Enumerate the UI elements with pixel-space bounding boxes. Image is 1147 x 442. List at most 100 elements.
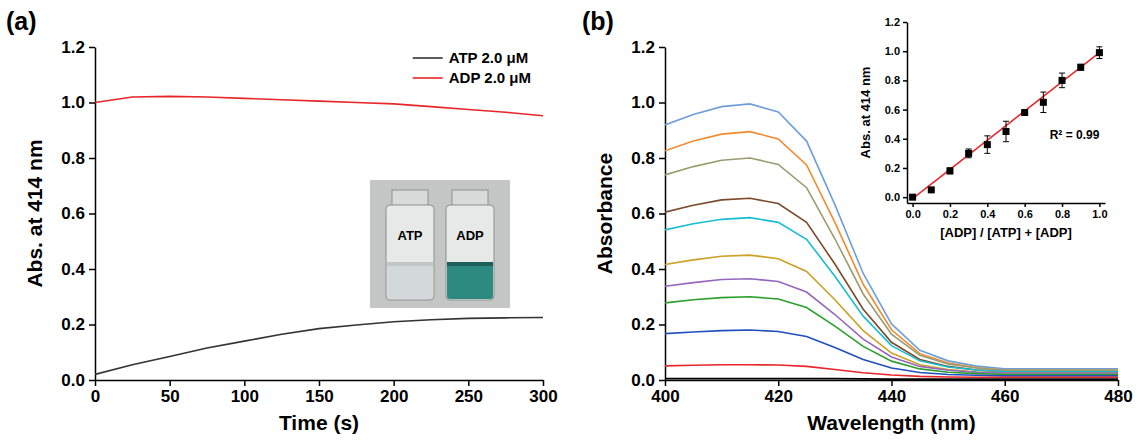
data-point xyxy=(1077,64,1084,71)
plot-marks xyxy=(95,96,543,374)
x-tick-mark xyxy=(1118,380,1120,386)
x-tick-mark xyxy=(912,203,914,207)
x-tick-mark xyxy=(1005,380,1007,386)
error-bar xyxy=(1003,121,1009,141)
y-axis-line xyxy=(907,23,909,204)
plot-marks xyxy=(665,104,1118,379)
y-tick-label: 0.8 xyxy=(885,74,900,86)
legend: ATP 2.0 μM ADP 2.0 μM xyxy=(413,49,531,86)
error-bar xyxy=(1096,47,1102,59)
x-tick-mark xyxy=(468,380,470,386)
error-bar-cap xyxy=(1096,58,1102,59)
x-tick-mark xyxy=(987,203,989,207)
x-tick: 0 xyxy=(91,380,100,406)
y-tick-mark xyxy=(89,269,95,271)
x-tick-label: 50 xyxy=(161,387,180,406)
y-tick-mark xyxy=(659,213,665,215)
x-tick-label: 150 xyxy=(305,387,333,406)
data-point xyxy=(1096,49,1103,56)
x-tick: 420 xyxy=(765,380,793,406)
y-tick-label: 1.2 xyxy=(631,38,655,57)
x-tick-label: 420 xyxy=(765,387,793,406)
x-tick-mark xyxy=(950,203,952,207)
figure: 0501001502002503000.00.20.40.60.81.01.2T… xyxy=(0,0,1147,442)
x-tick-label: 100 xyxy=(231,387,259,406)
y-tick-label: 0.2 xyxy=(631,315,655,334)
y-tick: 0.0 xyxy=(885,191,907,203)
x-tick: 440 xyxy=(878,380,906,406)
legend-label: ATP 2.0 μM xyxy=(449,49,528,66)
y-tick-mark xyxy=(89,102,95,104)
y-tick-mark xyxy=(903,139,907,141)
y-tick-label: 0.2 xyxy=(61,315,85,334)
y-tick-label: 0.6 xyxy=(885,104,900,116)
y-tick-label: 0.0 xyxy=(885,191,900,203)
x-tick-mark xyxy=(778,380,780,386)
y-tick-mark xyxy=(903,80,907,82)
vial-meniscus xyxy=(387,262,433,266)
y-tick: 0.0 xyxy=(61,371,95,390)
x-tick-label: 0.0 xyxy=(905,208,920,220)
y-axis: 0.0 0.2 0.4 0.6 0.8 1.0 1.2 xyxy=(631,38,665,390)
x-axis: 050100150200250300 xyxy=(91,380,558,406)
vial-label: ATP xyxy=(397,228,422,243)
error-bar-cap xyxy=(1003,141,1009,142)
panel: 0501001502002503000.00.20.40.60.81.01.2T… xyxy=(6,7,558,434)
panel: 0.00.20.40.60.81.00.00.20.40.60.81.01.2[… xyxy=(858,16,1108,240)
y-tick-label: 0.8 xyxy=(61,149,85,168)
plot-marks xyxy=(909,47,1103,201)
error-bar xyxy=(966,149,972,158)
y-axis: 0.00.20.40.60.81.01.2 xyxy=(61,38,95,390)
vial-body xyxy=(446,205,494,300)
x-tick: 200 xyxy=(380,380,408,406)
y-tick-mark xyxy=(903,51,907,53)
series-line xyxy=(95,318,543,375)
error-bar-cap xyxy=(984,153,990,154)
y-tick: 0.4 xyxy=(885,133,907,145)
y-tick-label: 1.0 xyxy=(631,93,655,112)
series-line xyxy=(665,378,1118,380)
y-tick-label: 0.0 xyxy=(631,371,655,390)
x-tick-mark xyxy=(1062,203,1064,207)
data-point xyxy=(909,194,916,201)
x-tick: 1.0 xyxy=(1092,203,1107,220)
y-tick: 1.0 xyxy=(631,93,665,112)
y-tick-mark xyxy=(659,324,665,326)
x-tick-mark xyxy=(393,380,395,386)
panel-letter: (a) xyxy=(6,7,37,35)
series-line xyxy=(665,158,1118,370)
y-tick-label: 1.2 xyxy=(885,16,900,28)
error-bar xyxy=(947,168,953,174)
y-tick-mark xyxy=(89,380,95,382)
y-tick: 0.4 xyxy=(61,260,95,279)
y-tick-label: 0.4 xyxy=(631,260,655,279)
y-tick-mark xyxy=(659,380,665,382)
series-line xyxy=(665,132,1118,371)
y-tick: 0.6 xyxy=(631,204,665,223)
series-line xyxy=(665,255,1118,373)
x-tick: 460 xyxy=(991,380,1019,406)
data-point xyxy=(1021,109,1028,116)
y-tick: 0.6 xyxy=(885,104,907,116)
x-tick-mark xyxy=(543,380,545,386)
y-tick-mark xyxy=(659,47,665,49)
legend-label: ADP 2.0 μM xyxy=(449,69,531,86)
series-line xyxy=(665,218,1118,372)
error-bar-cap xyxy=(966,148,972,149)
y-tick: 1.2 xyxy=(885,16,907,28)
y-tick-mark xyxy=(903,109,907,111)
vial-meniscus xyxy=(447,262,493,266)
x-tick: 0.6 xyxy=(1018,203,1033,220)
y-tick-label: 0.6 xyxy=(61,204,85,223)
y-tick: 0.2 xyxy=(631,315,665,334)
x-tick: 0.0 xyxy=(905,203,920,220)
x-tick: 250 xyxy=(455,380,483,406)
y-tick-label: 1.2 xyxy=(61,38,85,57)
error-bar xyxy=(1059,73,1065,88)
y-tick-label: 0.8 xyxy=(631,149,655,168)
photo-background xyxy=(370,180,510,308)
y-tick-mark xyxy=(89,213,95,215)
vial-liquid xyxy=(447,262,493,299)
x-tick-label: 250 xyxy=(455,387,483,406)
y-tick-mark xyxy=(903,22,907,24)
